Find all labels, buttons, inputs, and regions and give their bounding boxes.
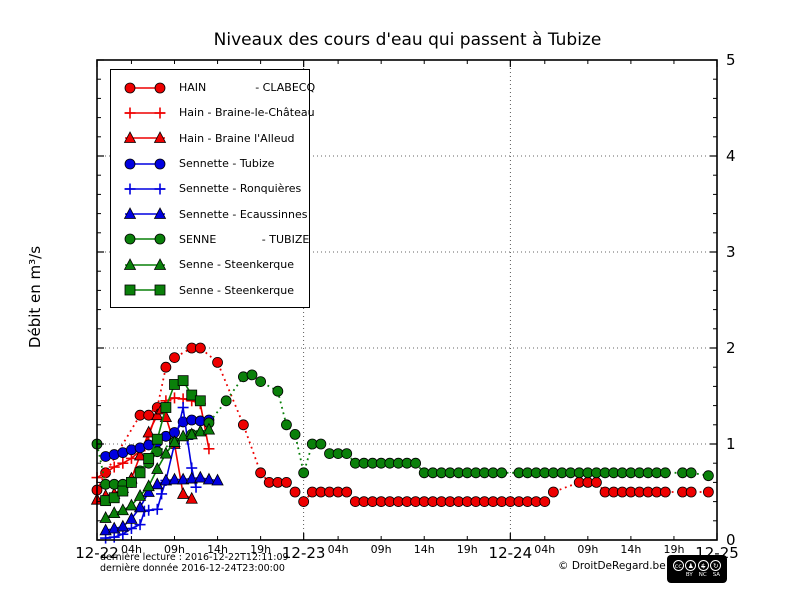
tick-label: 19h — [250, 543, 271, 556]
tick-label: 0 — [726, 531, 736, 549]
cc-term-nc: NC — [698, 572, 707, 578]
last-data-text: dernière donnée 2016-12-24T23:00:00 — [100, 562, 285, 574]
page-title: Niveaux des cours d'eau qui passent à Tu… — [213, 30, 602, 50]
legend-label: Hain - Braine-le-Château — [179, 106, 315, 120]
legend-item-sennette-tubize: Sennette - Tubize — [121, 151, 309, 176]
legend-label: Hain - Braine l'Alleud — [179, 131, 295, 145]
legend-label: Sennette - Tubize — [179, 157, 275, 171]
cc-license-badge[interactable]: cc ♟ $ ↻ BY NC SA — [667, 555, 727, 583]
by-icon: ♟ — [685, 560, 697, 571]
series-senne-steenkerque-2 — [100, 375, 206, 507]
triangle-marker-sample — [123, 207, 167, 220]
series-hain-clabecq — [91, 342, 714, 508]
triangle-marker-sample — [123, 131, 167, 144]
legend-item-senne-steenkerque-2: Senne - Steenkerque — [121, 277, 309, 302]
tick-label: 14h — [414, 543, 435, 556]
legend-item-hain-braine-l-alleud: Hain - Braine l'Alleud — [121, 126, 309, 151]
cc-license-terms: BY NC SA — [686, 572, 720, 578]
legend-item-hain-clabecq: HAIN - CLABECQ — [121, 75, 315, 100]
legend-label: HAIN - CLABECQ — [179, 81, 316, 95]
square-marker-sample — [124, 284, 166, 296]
tick-label: 12-22 — [75, 544, 119, 562]
legend-item-hain-braine-le-chateau: Hain - Braine-le-Château — [121, 100, 315, 125]
legend-label: Sennette - Ronquières — [179, 182, 302, 196]
tick-label: 09h — [371, 543, 392, 556]
legend-label: Senne - Steenkerque — [179, 283, 295, 297]
tick-label: 12-24 — [489, 544, 533, 562]
copyright-text: © DroitDeRegard.be — [558, 560, 666, 572]
series-senne-steenkerque-1 — [99, 422, 216, 523]
tick-label: 04h — [328, 543, 349, 556]
axes-frame — [96, 59, 718, 541]
legend-item-senne-steenkerque-1: Senne - Steenkerque — [121, 252, 309, 277]
legend-item-sennette-ronquieres: Sennette - Ronquières — [121, 176, 309, 201]
plus-marker-sample — [124, 107, 166, 119]
circle-marker-sample — [124, 82, 166, 94]
cc-term-by: BY — [685, 572, 693, 578]
triangle-marker-sample — [123, 257, 167, 270]
cc-term-sa: SA — [712, 572, 721, 578]
tick-label: 1 — [726, 435, 736, 453]
tick-label: 3 — [726, 243, 736, 261]
tick-label: 09h — [577, 543, 598, 556]
tick-label: 2 — [726, 339, 736, 357]
tick-label: 4 — [726, 147, 736, 165]
sa-icon: ↻ — [710, 560, 722, 571]
tick-label: 19h — [457, 543, 478, 556]
legend-item-sennette-ecaussinnes: Sennette - Ecaussinnes — [121, 201, 309, 226]
plus-marker-sample — [124, 183, 166, 195]
tick-label: 04h — [121, 543, 142, 556]
nc-icon: $ — [697, 560, 709, 571]
circle-marker-sample — [124, 234, 166, 245]
cc-license-icons: cc ♟ $ ↻ — [672, 560, 722, 571]
last-read-text: dernière lecture : 2016-12-22T12:11:09 — [100, 552, 289, 563]
legend-label: Senne - Steenkerque — [179, 258, 295, 272]
tick-label: 14h — [207, 543, 228, 556]
legend-label: SENNE - TUBIZE — [179, 232, 310, 246]
footer-status: dernière lecture : 2016-12-22T12:11:09 d… — [100, 552, 289, 574]
tick-label: 14h — [620, 543, 641, 556]
series-sennette-ecaussinnes — [99, 470, 224, 536]
tick-label: 04h — [534, 543, 555, 556]
tick-label: 5 — [726, 51, 736, 69]
tick-label: 12-23 — [282, 544, 326, 562]
cc-icon: cc — [672, 560, 684, 571]
legend-label: Sennette - Ecaussinnes — [179, 207, 308, 221]
circle-marker-sample — [124, 158, 166, 169]
tick-label: 19h — [663, 543, 684, 556]
legend: HAIN - CLABECQ Hain - Braine-le-Château Ha… — [110, 69, 315, 308]
series-senne-tubize — [91, 369, 714, 490]
tick-label: 09h — [164, 543, 185, 556]
legend-item-senne-tubize: SENNE - TUBIZE — [121, 227, 309, 252]
